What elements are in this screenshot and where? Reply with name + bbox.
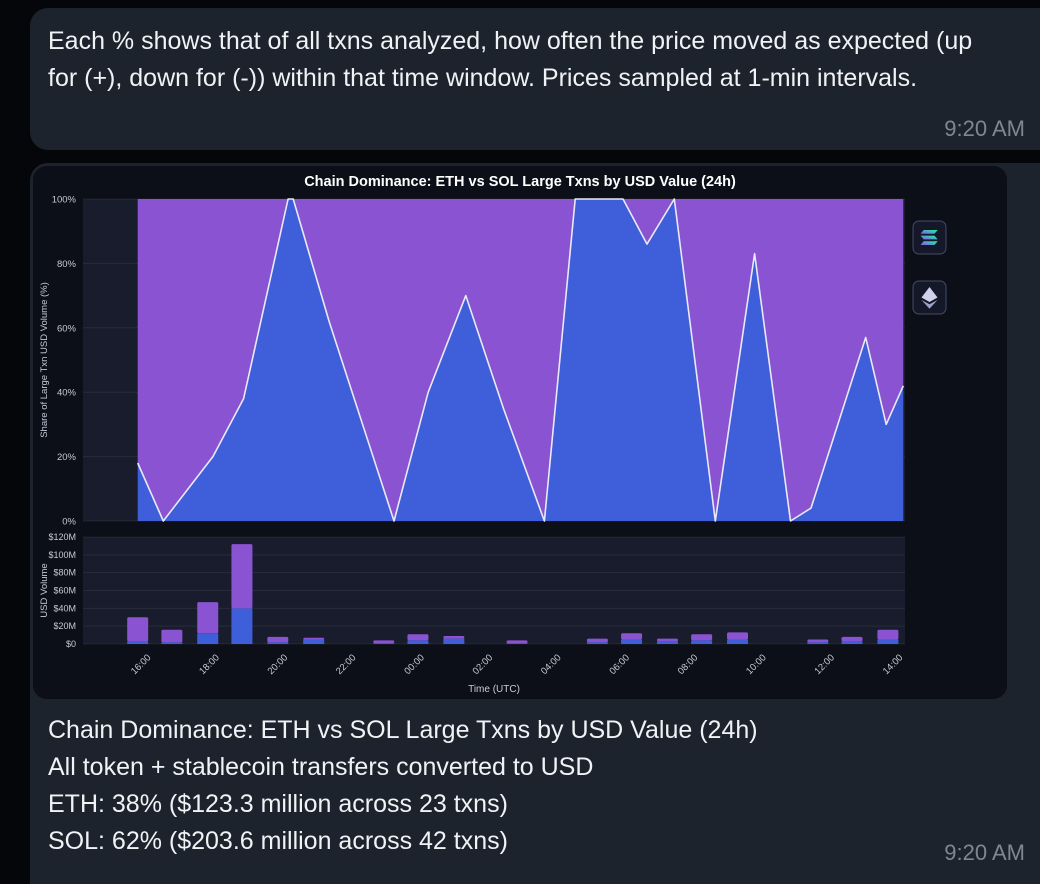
area-y-axis-title: Share of Large Txn USD Volume (%) <box>39 282 50 438</box>
chart-title: Chain Dominance: ETH vs SOL Large Txns b… <box>304 174 736 190</box>
chart-image[interactable]: 0% 20% 40% 60% 80% 100% $0 $20M $40M $60M $80M $100… <box>33 166 1007 699</box>
svg-text:$120M: $120M <box>48 532 76 542</box>
bar-plot-bg <box>83 537 905 644</box>
svg-text:20%: 20% <box>57 452 77 463</box>
bar-series <box>127 544 899 644</box>
svg-text:$0: $0 <box>66 639 76 649</box>
bar-y-tick-labels: $0 $20M $40M $60M $80M $100M $120M <box>48 532 76 649</box>
message-time: 9:20 AM <box>944 116 1025 141</box>
svg-text:$40M: $40M <box>53 603 76 613</box>
area-y-tick-labels: 0% 20% 40% 60% 80% 100% <box>52 195 77 528</box>
svg-text:40%: 40% <box>57 388 77 399</box>
legend-item-sol[interactable] <box>912 220 947 255</box>
svg-text:60%: 60% <box>57 323 77 334</box>
svg-text:100%: 100% <box>52 195 77 206</box>
legend-item-eth[interactable] <box>912 280 947 315</box>
caption-line: All token + stablecoin transfers convert… <box>48 753 594 781</box>
svg-text:$100M: $100M <box>48 550 76 560</box>
message-bubble-chart: 0% 20% 40% 60% 80% 100% $0 $20M $40M $60M $80M $100… <box>30 163 1040 884</box>
sol-area-series <box>137 199 904 521</box>
svg-text:$80M: $80M <box>53 568 76 578</box>
solana-icon <box>920 230 938 245</box>
x-axis-title: Time (UTC) <box>468 684 520 695</box>
chain-dominance-chart: 0% 20% 40% 60% 80% 100% $0 $20M $40M $60M $80M $100… <box>33 166 1007 699</box>
message-bubble-text: Each % shows that of all txns analyzed, … <box>30 8 1040 150</box>
caption-line: SOL: 62% ($203.6 million across 42 txns) <box>48 827 508 855</box>
caption-line: ETH: 38% ($123.3 million across 23 txns) <box>48 790 508 818</box>
ethereum-icon <box>921 287 938 309</box>
svg-text:$20M: $20M <box>53 621 76 631</box>
eth-share-line <box>136 198 905 522</box>
svg-text:80%: 80% <box>57 259 77 270</box>
eth-area-series <box>137 199 904 521</box>
chart-caption: Chain Dominance: ETH vs SOL Large Txns b… <box>30 702 1040 860</box>
caption-line: Chain Dominance: ETH vs SOL Large Txns b… <box>48 716 758 744</box>
bar-y-axis-title: USD Volume <box>39 563 50 617</box>
svg-text:$60M: $60M <box>53 586 76 596</box>
message-text: Each % shows that of all txns analyzed, … <box>48 27 973 92</box>
message-time: 9:20 AM <box>944 840 1025 865</box>
svg-text:0%: 0% <box>62 517 76 528</box>
